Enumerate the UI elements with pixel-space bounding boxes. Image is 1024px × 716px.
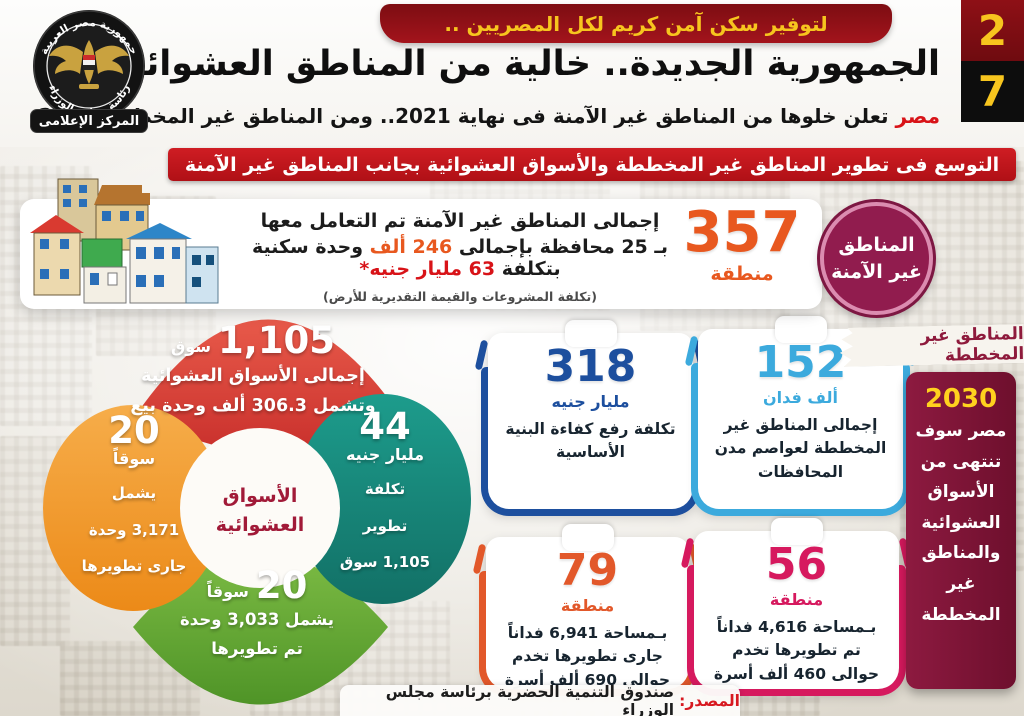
venn-right-unit: مليار جنيه bbox=[345, 445, 425, 464]
page-subtitle: مصر تعلن خلوها من المناطق غير الآمنة فى … bbox=[39, 104, 940, 128]
unsafe-areas-unit: منطقة bbox=[710, 263, 774, 285]
venn-bottom-value: 20 bbox=[255, 564, 308, 607]
card-infrastructure-cost: 318 مليار جنيه تكلفة رفع كفاءة البنية ال… bbox=[474, 320, 707, 516]
line2-units-count: 246 ألف bbox=[369, 236, 453, 258]
unsafe-box-line1: إجمالى المناطق غير الآمنة تم التعامل معه… bbox=[260, 210, 660, 232]
subtitle-rest: تعلن خلوها من المناطق غير الآمنة فى نهاي… bbox=[39, 104, 889, 128]
line2-text: بـ 25 محافظة بإجمالى bbox=[452, 236, 669, 258]
red-strip-headline: التوسع فى تطوير المناطق غير المخططة والأ… bbox=[168, 148, 1016, 181]
card-outline bbox=[687, 565, 906, 696]
card-unit: مليار جنيه bbox=[551, 392, 630, 411]
venn-top-desc-2: وتشمل 306.3 ألف وحدة بيع bbox=[130, 396, 376, 417]
card-desc: بـمساحة 6,941 فداناً جارى تطويرها تخدم ح… bbox=[504, 624, 671, 689]
venn-center-label: الأسواق العشوائية bbox=[215, 485, 305, 536]
venn-shapes bbox=[43, 319, 471, 705]
card-handle bbox=[770, 518, 823, 545]
informal-markets-venn: 1,105 سوق إجمالى الأسواق العشوائية وتشمل… bbox=[28, 312, 476, 716]
venn-bottom-desc-2: تم تطويرها bbox=[211, 638, 303, 658]
source-text: صندوق التنمية الحضرية برئاسة مجلس الوزرا… bbox=[385, 682, 675, 716]
venn-top-value: 1,105 bbox=[218, 319, 336, 362]
venn-left-desc-3: جارى تطويرها bbox=[81, 557, 187, 575]
card-desc: تكلفة رفع كفاءة البنية الأساسية bbox=[505, 420, 676, 462]
venn-bottom-desc-1: يشمل 3,033 وحدة bbox=[180, 610, 334, 629]
unplanned-areas-ribbon: المناطق غير المخططة bbox=[836, 324, 1024, 367]
card-areas-in-progress: 79 منطقة بـمساحة 6,941 فداناً جارى تطوير… bbox=[472, 524, 703, 696]
source-label: المصدر: bbox=[679, 691, 740, 710]
card-value: 152 bbox=[754, 337, 847, 388]
venn-left-value: 20 bbox=[108, 409, 160, 452]
venn-top-desc-1: إجمالى الأسواق العشوائية bbox=[141, 366, 365, 386]
venn-circle-left bbox=[43, 405, 223, 611]
venn-left-desc-2: 3,171 وحدة bbox=[88, 520, 180, 539]
unsafe-areas-summary-box: إجمالى المناطق غير الآمنة تم التعامل معه… bbox=[20, 178, 822, 309]
unsafe-areas-value: 357 bbox=[683, 200, 801, 265]
emblem-seal-icon: جمهورية مصر العربية رئاسة مجلس الوزراء bbox=[33, 10, 145, 122]
page-title: الجمهورية الجديدة.. خالية من المناطق الع… bbox=[110, 44, 940, 84]
venn-left-unit: سوقاً bbox=[112, 449, 156, 468]
venn-circle-right bbox=[295, 394, 471, 604]
unsafe-areas-badge: المناطق غير الآمنة bbox=[820, 202, 933, 315]
vision-year: 2030 bbox=[924, 384, 998, 414]
vision-text: مصر سوف تنتهى من الأسواق العشوائية والمن… bbox=[915, 421, 1007, 625]
source-line: المصدر: صندوق التنمية الحضرية برئاسة مجل… bbox=[340, 682, 740, 716]
media-center-banner: المركز الإعلامى bbox=[30, 109, 148, 133]
venn-center-disc bbox=[180, 428, 340, 588]
card-value: 56 bbox=[765, 539, 828, 590]
unsafe-box-footnote: (تكلفة المشروعات والقيمة التقديرية للأرض… bbox=[323, 289, 597, 304]
line2-text: وحدة سكنية بتكلفة bbox=[251, 236, 561, 280]
card-handle bbox=[561, 524, 614, 551]
line2-cost: 63 مليار جنيه* bbox=[359, 258, 496, 280]
card-value: 79 bbox=[556, 545, 619, 596]
card-unit: منطقة bbox=[769, 590, 824, 609]
venn-bottom-unit: سوقاً bbox=[206, 582, 249, 601]
card-value: 318 bbox=[544, 341, 637, 392]
venn-markets-developed: 20 سوقاً يشمل 3,033 وحدة تم تطويرها bbox=[132, 567, 382, 662]
slum-buildings-illustration bbox=[30, 178, 219, 304]
venn-development-cost: 44 مليار جنيه تكلفة تطوير 1,105 سوق bbox=[324, 408, 446, 577]
vision-2030-panel: 2030 مصر سوف تنتهى من الأسواق العشوائية … bbox=[906, 372, 1016, 689]
card-handle bbox=[564, 320, 617, 347]
issue-digit-top: 2 bbox=[961, 0, 1024, 61]
unsafe-areas-count: 357 منطقة bbox=[682, 200, 802, 286]
venn-total-markets: 1,105 سوق إجمالى الأسواق العشوائية وتشمل… bbox=[112, 322, 394, 420]
card-unit: منطقة bbox=[560, 596, 615, 615]
venn-right-desc-2: تطوير bbox=[362, 516, 408, 535]
subtitle-highlight: مصر bbox=[895, 104, 940, 128]
card-unit: ألف فدان bbox=[763, 388, 838, 407]
card-desc: إجمالى المناطق غير المخططة لعواصم مدن ال… bbox=[714, 416, 887, 481]
venn-petal-bottom bbox=[133, 553, 388, 705]
venn-markets-in-progress: 20 سوقاً يشمل 3,171 وحدة جارى تطويرها bbox=[70, 412, 198, 581]
issue-digit-bottom: 7 bbox=[961, 61, 1024, 122]
tagline-banner: لتوفير سكن آمن كريم لكل المصريين .. bbox=[380, 4, 892, 43]
venn-top-unit: سوق bbox=[170, 337, 212, 356]
government-emblem: جمهورية مصر العربية رئاسة مجلس الوزراء ا… bbox=[16, 6, 162, 142]
unsafe-box-line2: بـ 25 محافظة بإجمالى 246 ألف وحدة سكنية … bbox=[245, 236, 675, 280]
venn-right-value: 44 bbox=[359, 405, 411, 448]
venn-right-desc-3: 1,105 سوق bbox=[339, 553, 431, 571]
venn-right-desc-1: تكلفة bbox=[364, 480, 406, 498]
card-desc: بـمساحة 4,616 فداناً تم تطويرها تخدم حوا… bbox=[713, 618, 880, 683]
card-handle bbox=[774, 316, 827, 343]
unsafe-box-text: إجمالى المناطق غير الآمنة تم التعامل معه… bbox=[245, 210, 675, 304]
venn-left-desc-1: يشمل bbox=[111, 484, 157, 502]
card-areas-developed: 56 منطقة بـمساحة 4,616 فداناً تم تطويرها… bbox=[680, 518, 913, 696]
